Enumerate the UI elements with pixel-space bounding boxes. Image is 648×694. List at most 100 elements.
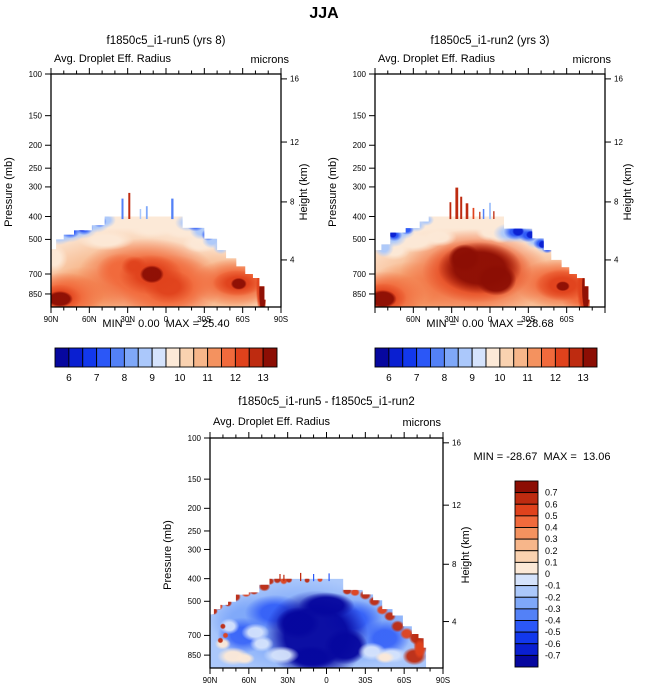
svg-text:700: 700	[188, 631, 202, 640]
svg-text:11: 11	[522, 373, 533, 384]
svg-text:60S: 60S	[397, 676, 411, 685]
svg-text:400: 400	[353, 212, 367, 221]
svg-text:300: 300	[188, 545, 202, 554]
svg-text:0: 0	[164, 315, 169, 324]
panel-run5-title: f1850c5_i1-run5 (yrs 8)	[106, 35, 226, 47]
svg-text:11: 11	[202, 373, 213, 384]
svg-text:0.5: 0.5	[545, 511, 558, 521]
panel-diff-plot: 90N 60N 30N 0 30S 60S 90S 100 150 200 250 300 400 500…	[162, 432, 561, 685]
svg-text:-0.1: -0.1	[545, 581, 561, 591]
svg-text:-0.3: -0.3	[545, 604, 561, 614]
svg-text:16: 16	[614, 75, 623, 84]
svg-text:0.2: 0.2	[545, 546, 558, 556]
panel-run5-stats: MIN = 0.00 MAX = 25.40	[102, 318, 230, 330]
svg-text:7: 7	[94, 373, 100, 384]
svg-text:12: 12	[614, 138, 623, 147]
panel-run2-x-axis	[374, 68, 606, 313]
svg-text:6: 6	[66, 373, 72, 384]
svg-text:400: 400	[29, 212, 43, 221]
panel-run2-field-label: Avg. Droplet Eff. Radius	[378, 53, 495, 65]
svg-text:150: 150	[29, 111, 43, 120]
svg-text:150: 150	[353, 111, 367, 120]
svg-text:30N: 30N	[280, 676, 295, 685]
svg-text:100: 100	[353, 70, 367, 79]
svg-text:13: 13	[258, 373, 270, 384]
svg-text:4: 4	[290, 256, 295, 265]
svg-text:12: 12	[550, 373, 562, 384]
svg-text:-0.6: -0.6	[545, 639, 561, 649]
svg-text:8: 8	[290, 198, 295, 207]
svg-text:90S: 90S	[436, 676, 450, 685]
svg-text:60N: 60N	[241, 676, 256, 685]
svg-text:700: 700	[29, 270, 43, 279]
svg-text:90S: 90S	[274, 315, 288, 324]
svg-text:16: 16	[452, 439, 461, 448]
svg-text:4: 4	[614, 256, 619, 265]
panel-run2-title: f1850c5_i1-run2 (yrs 3)	[430, 35, 550, 47]
svg-text:Pressure (mb): Pressure (mb)	[162, 520, 174, 590]
svg-text:12: 12	[290, 138, 299, 147]
panel-run5-plot: 90N 60N 30N 0 30S 60S 90S 100 150 200 250 300 400 500…	[3, 68, 310, 384]
svg-text:60N: 60N	[406, 315, 421, 324]
panel-diff-field	[210, 578, 427, 668]
svg-text:90N: 90N	[203, 676, 218, 685]
svg-text:850: 850	[29, 290, 43, 299]
panel-diff-title: f1850c5_i1-run5 - f1850c5_i1-run2	[238, 396, 415, 408]
svg-text:100: 100	[29, 70, 43, 79]
svg-text:0.1: 0.1	[545, 557, 558, 567]
panel-diff-colorbar: 0.70.60.50.40.30.20.10-0.1-0.2-0.3-0.4-0…	[514, 480, 561, 668]
svg-text:250: 250	[353, 164, 367, 173]
svg-text:250: 250	[29, 164, 43, 173]
panel-diff-units: microns	[402, 417, 441, 429]
page-title: JJA	[309, 5, 339, 22]
svg-text:0.7: 0.7	[545, 488, 558, 498]
svg-text:13: 13	[578, 373, 590, 384]
svg-text:-0.5: -0.5	[545, 627, 561, 637]
svg-text:-0.7: -0.7	[545, 650, 561, 660]
svg-text:8: 8	[442, 373, 448, 384]
svg-text:150: 150	[188, 475, 202, 484]
svg-text:300: 300	[353, 183, 367, 192]
svg-text:30S: 30S	[358, 676, 372, 685]
svg-text:850: 850	[188, 651, 202, 660]
panel-diff-x-axis	[209, 432, 444, 674]
panel-run5-x-axis	[50, 68, 282, 313]
svg-text:0.4: 0.4	[545, 523, 558, 533]
svg-text:200: 200	[29, 141, 43, 150]
svg-text:100: 100	[188, 434, 202, 443]
svg-text:4: 4	[452, 617, 457, 626]
svg-text:Pressure (mb): Pressure (mb)	[327, 157, 339, 227]
svg-text:Pressure (mb): Pressure (mb)	[3, 157, 15, 227]
svg-text:Height (km): Height (km)	[622, 164, 634, 221]
svg-text:250: 250	[188, 527, 202, 536]
svg-text:8: 8	[452, 560, 457, 569]
panel-run2-stats: MIN = 0.00 MAX = 28.68	[426, 318, 554, 330]
svg-text:60S: 60S	[236, 315, 250, 324]
svg-text:0: 0	[324, 676, 329, 685]
svg-text:850: 850	[353, 290, 367, 299]
svg-text:300: 300	[29, 183, 43, 192]
panel-run2-units: microns	[572, 54, 611, 66]
svg-text:-0.2: -0.2	[545, 592, 561, 602]
svg-text:10: 10	[494, 373, 506, 384]
svg-text:9: 9	[149, 373, 155, 384]
panel-run2-plot: 60N 30N 0 30S 60S 100 150 200 250 300 400 500 700 850…	[327, 68, 634, 384]
svg-text:16: 16	[290, 75, 299, 84]
svg-text:8: 8	[614, 198, 619, 207]
svg-text:Height (km): Height (km)	[298, 164, 310, 221]
svg-text:500: 500	[188, 597, 202, 606]
svg-text:500: 500	[29, 235, 43, 244]
svg-text:30S: 30S	[197, 315, 211, 324]
svg-text:30S: 30S	[521, 315, 535, 324]
panel-run5-colorbar: 6 7 8 9 10 11 12 13	[54, 347, 278, 384]
panel-diff-stats: MIN = -28.67 MAX = 13.06	[473, 451, 611, 463]
svg-text:9: 9	[469, 373, 475, 384]
svg-text:90N: 90N	[44, 315, 59, 324]
svg-text:0.3: 0.3	[545, 534, 558, 544]
svg-text:400: 400	[188, 574, 202, 583]
svg-text:700: 700	[353, 270, 367, 279]
svg-text:200: 200	[188, 504, 202, 513]
panel-diff-field-label: Avg. Droplet Eff. Radius	[213, 416, 330, 428]
